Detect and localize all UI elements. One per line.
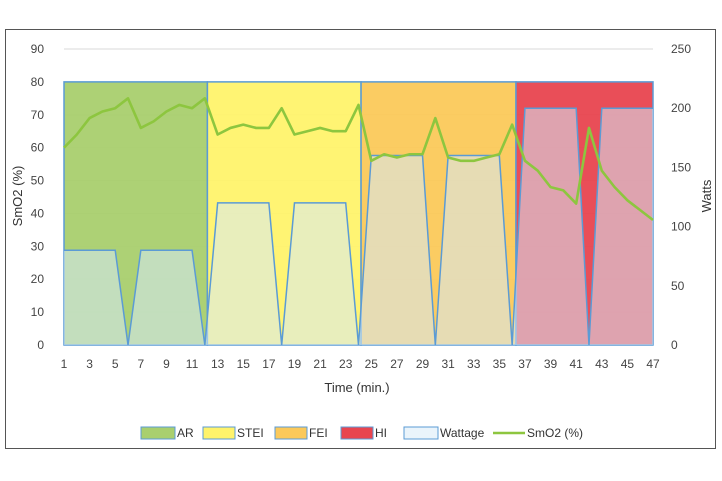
legend-label-smo2: SmO2 (%) (527, 426, 583, 440)
x-tick-label: 37 (518, 357, 532, 371)
x-tick-label: 1 (61, 357, 68, 371)
legend-label-hi: HI (375, 426, 387, 440)
y-tick-label: 30 (31, 239, 45, 253)
x-axis-title: Time (min.) (324, 380, 389, 395)
y-tick-label: 60 (31, 141, 45, 155)
x-tick-label: 23 (339, 357, 353, 371)
y-tick-label: 0 (37, 338, 44, 352)
y2-axis-ticks: 0 50 100 150 200 250 (671, 42, 691, 352)
y-axis-title: SmO2 (%) (10, 166, 25, 227)
legend-swatch-ar (140, 426, 176, 440)
x-tick-label: 21 (313, 357, 327, 371)
x-tick-label: 9 (163, 357, 170, 371)
x-tick-label: 45 (621, 357, 635, 371)
legend-label-fei: FEI (309, 426, 328, 440)
x-tick-label: 11 (186, 357, 199, 371)
wattage-area (64, 108, 653, 345)
legend-label-ar: AR (177, 426, 194, 440)
x-tick-label: 27 (390, 357, 404, 371)
x-tick-label: 7 (137, 357, 144, 371)
y-tick-label: 80 (31, 75, 45, 89)
legend-swatch-hi (340, 426, 374, 440)
x-tick-label: 47 (646, 357, 660, 371)
legend-label-wattage: Wattage (440, 426, 485, 440)
y-tick-label: 90 (31, 42, 45, 56)
x-tick-label: 5 (112, 357, 119, 371)
x-tick-label: 13 (211, 357, 225, 371)
y2-tick-label: 50 (671, 279, 685, 293)
smo2-series (63, 97, 654, 222)
y-tick-label: 40 (31, 206, 45, 220)
y-tick-label: 10 (31, 305, 45, 319)
wattage-series (64, 107, 653, 346)
legend-label-stei: STEI (237, 426, 264, 440)
y-axis-ticks: 0 10 20 30 40 50 60 70 80 90 (31, 42, 45, 352)
y2-tick-label: 200 (671, 101, 691, 115)
x-tick-label: 39 (544, 357, 558, 371)
x-tick-label: 17 (262, 357, 276, 371)
x-tick-label: 35 (493, 357, 507, 371)
y-tick-label: 50 (31, 174, 45, 188)
y-tick-label: 20 (31, 272, 45, 286)
x-tick-label: 31 (441, 357, 455, 371)
x-tick-label: 15 (237, 357, 251, 371)
legend-swatch-fei (274, 426, 308, 440)
y2-tick-label: 0 (671, 338, 678, 352)
y-tick-label: 70 (31, 108, 45, 122)
y2-tick-label: 250 (671, 42, 691, 56)
x-tick-label: 33 (467, 357, 481, 371)
x-tick-label: 25 (365, 357, 379, 371)
x-tick-label: 41 (569, 357, 583, 371)
x-axis-ticks: 1 3 5 7 9 11 13 15 17 19 21 23 25 27 29 31 33 35 37 39 41 43 4… (61, 357, 660, 371)
legend-swatch-wattage (403, 426, 439, 440)
y2-tick-label: 150 (671, 160, 691, 174)
x-tick-label: 19 (288, 357, 302, 371)
legend: AR STEI FEI HI Wattage SmO2 (%) (140, 426, 583, 440)
smo2-line (63, 97, 654, 222)
y2-axis-title: Watts (699, 179, 714, 212)
y2-tick-label: 100 (671, 220, 691, 234)
legend-swatch-stei (202, 426, 236, 440)
wattage-line (64, 107, 653, 346)
x-tick-label: 3 (86, 357, 93, 371)
x-tick-label: 29 (416, 357, 430, 371)
x-tick-label: 43 (595, 357, 609, 371)
